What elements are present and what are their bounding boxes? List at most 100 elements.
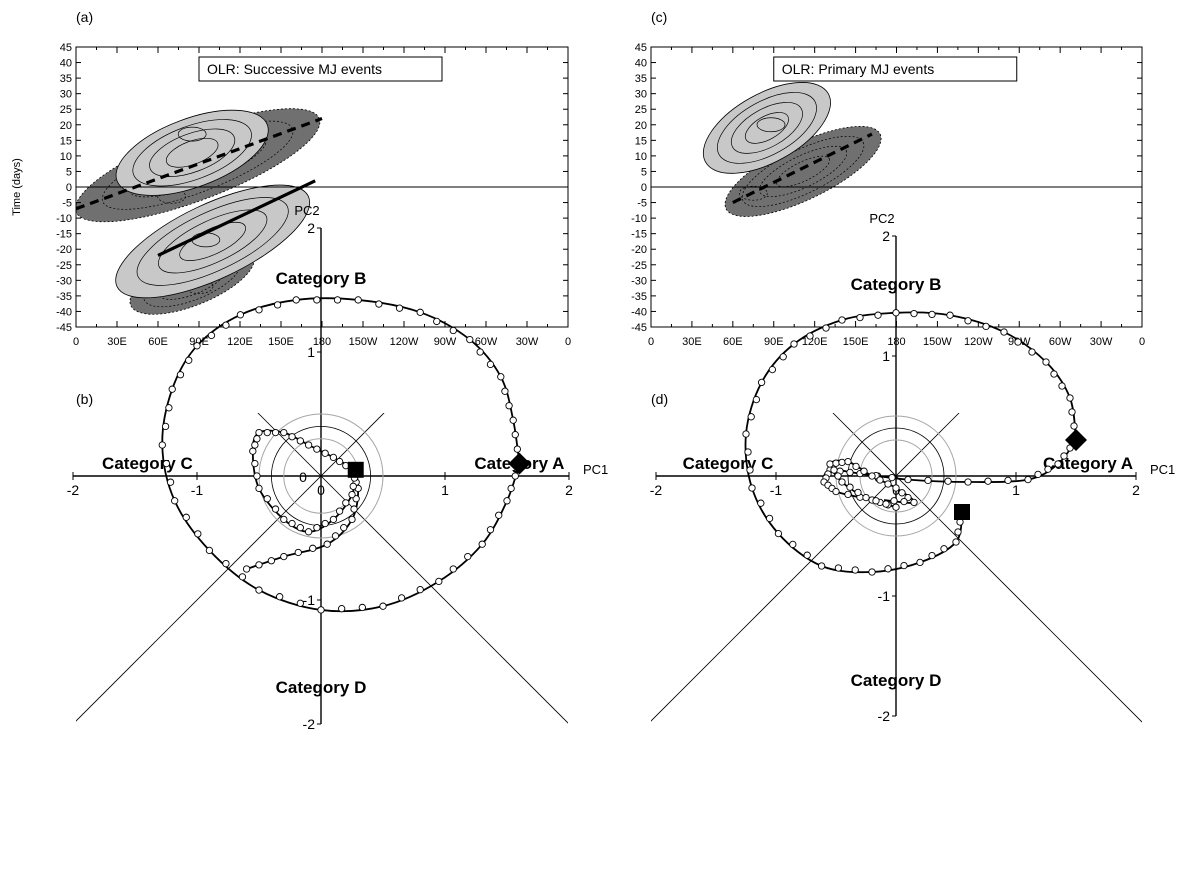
trajectory-point [806, 332, 814, 340]
trajectory-point [1034, 470, 1042, 479]
y-tick-label: -35 [56, 291, 72, 303]
pc2-label: PC2 [869, 211, 894, 226]
suppressed-convection-band [702, 82, 831, 174]
panel-label: (a) [76, 9, 93, 25]
trajectory-point [323, 540, 331, 548]
trajectory-point [984, 477, 992, 485]
pc1-tick-label: 0 [317, 482, 325, 498]
trajectory-point [892, 503, 900, 511]
trajectory-point [888, 473, 896, 482]
trajectory-point [329, 515, 338, 524]
trajectory-point [497, 373, 505, 381]
y-tick-label: 45 [635, 42, 647, 54]
trajectory-point [757, 378, 766, 387]
trajectory-point [158, 441, 166, 449]
x-tick-label: 0 [565, 336, 571, 348]
trajectory-point [255, 484, 263, 493]
trajectory-point [375, 300, 383, 308]
category-b-label: Category B [276, 269, 367, 288]
trajectory-point [747, 413, 755, 421]
trajectory-point [313, 524, 321, 532]
trajectory-point [511, 472, 519, 480]
trajectory-point [838, 316, 846, 324]
trajectory-point [884, 565, 892, 573]
x-tick-label: 180 [313, 336, 331, 348]
y-tick-label: -5 [62, 198, 72, 210]
trajectory-point [768, 365, 777, 374]
trajectory-point [304, 528, 313, 536]
trajectory-point [166, 478, 175, 486]
trajectory-point [928, 551, 936, 560]
pc1-label: PC1 [1150, 462, 1175, 477]
y-tick-label: -25 [631, 260, 647, 272]
x-tick-label: 30E [107, 336, 127, 348]
category-d-label: Category D [851, 671, 942, 690]
y-tick-label: 25 [60, 104, 72, 116]
trajectory-point [817, 562, 826, 570]
y-tick-label: -40 [631, 306, 647, 318]
trajectory-point [826, 460, 834, 468]
trajectory-point [321, 449, 329, 457]
trajectory-point [338, 605, 346, 613]
pc2-tick-label: 1 [307, 344, 315, 360]
trajectory-point [752, 395, 761, 404]
trajectory-point [503, 497, 511, 505]
y-tick-label: 20 [60, 120, 72, 132]
trajectory-point [790, 340, 798, 348]
y-tick-label: 40 [635, 58, 647, 70]
x-tick-label: 150E [843, 336, 869, 348]
x-tick-label: 150W [923, 336, 952, 348]
trajectory-point [288, 519, 296, 528]
trajectory-point [904, 475, 912, 484]
trajectory-point [280, 428, 288, 437]
trajectory-point [1028, 348, 1036, 356]
y-tick-label: 15 [635, 135, 647, 147]
pc2-tick-label: -2 [303, 716, 316, 732]
y-tick-label: 15 [60, 135, 72, 147]
suppressed-convection-band-group [702, 82, 831, 174]
trajectory-point [822, 324, 830, 332]
y-tick-label: -20 [56, 244, 72, 256]
trajectory-point [916, 558, 924, 567]
trajectory-point [774, 529, 783, 538]
trajectory-point [333, 296, 342, 304]
suppressed-convection-band-peak-contour [756, 117, 786, 133]
trajectory-point [263, 495, 271, 503]
trajectory-point [892, 484, 900, 492]
pc1-tick-label: 2 [565, 482, 573, 498]
x-tick-label: 60E [148, 336, 168, 348]
trajectory-point [1044, 465, 1052, 473]
pc2-tick-label: -1 [303, 592, 316, 608]
trajectory-point [236, 311, 245, 319]
x-tick-label: 60W [475, 336, 498, 348]
trajectory-point [313, 445, 321, 453]
start-diamond-marker [1065, 429, 1087, 451]
category-d-label: Category D [276, 678, 367, 697]
trajectory-point [416, 586, 424, 594]
suppressed-convection-band-contour [149, 128, 236, 177]
trajectory-point [742, 430, 750, 438]
trajectory-point [276, 593, 284, 601]
hovmoller-panel-c: 030E60E90E120E150E180150W120W90W60W30W0-… [631, 9, 1145, 348]
trajectory-point [253, 472, 261, 480]
trajectory-point [507, 484, 515, 493]
unit-ring [847, 427, 945, 525]
trajectory-point [830, 466, 838, 474]
trajectory-point [342, 499, 350, 507]
trajectory-point [379, 602, 387, 610]
y-tick-label: 25 [635, 104, 647, 116]
trajectory-point [946, 311, 954, 319]
mj-trajectory [744, 311, 1077, 574]
panel-label: (d) [651, 391, 668, 407]
trajectory-point [495, 511, 503, 519]
y-tick-label: 40 [60, 58, 72, 70]
y-tick-label: -40 [56, 306, 72, 318]
trajectory-point [501, 387, 509, 395]
trajectory-point [171, 497, 179, 505]
pc2-tick-label: -1 [878, 588, 891, 604]
pc2-tick-label: 1 [882, 348, 890, 364]
trajectory-point [757, 499, 765, 507]
trajectory-point [255, 561, 263, 569]
trajectory-point [205, 546, 214, 555]
pc1-tick-label: -1 [191, 482, 204, 498]
